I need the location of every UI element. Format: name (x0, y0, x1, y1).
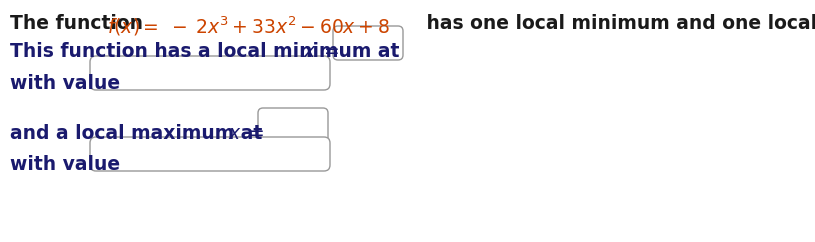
FancyBboxPatch shape (90, 56, 330, 90)
Text: The function: The function (10, 14, 149, 33)
FancyBboxPatch shape (333, 26, 403, 60)
Text: has one local minimum and one local maximum.: has one local minimum and one local maxi… (420, 14, 815, 33)
Text: with value: with value (10, 74, 120, 93)
FancyBboxPatch shape (90, 137, 330, 171)
Text: $x\;=$: $x\;=$ (303, 42, 339, 61)
Text: and a local maximum at: and a local maximum at (10, 124, 269, 143)
Text: This function has a local minimum at: This function has a local minimum at (10, 42, 406, 61)
FancyBboxPatch shape (258, 108, 328, 142)
Text: $x\;=$: $x\;=$ (228, 124, 264, 143)
Text: $f(x) = \; - \; 2x^3 + 33x^2 - 60x + 8$: $f(x) = \; - \; 2x^3 + 33x^2 - 60x + 8$ (107, 14, 390, 38)
Text: with value: with value (10, 155, 120, 174)
